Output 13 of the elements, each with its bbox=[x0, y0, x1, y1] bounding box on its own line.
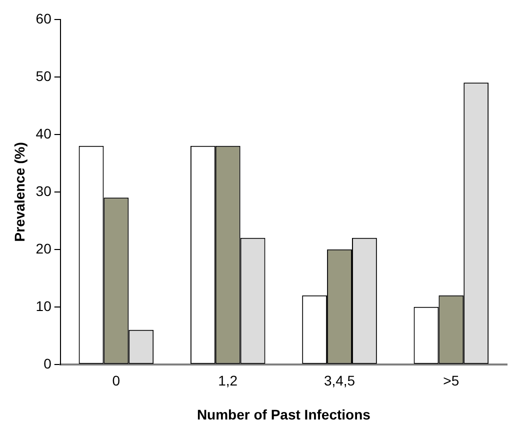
y-tick-label: 0 bbox=[44, 355, 52, 372]
y-tick-label: 10 bbox=[36, 298, 52, 314]
y-tick-label: 40 bbox=[36, 125, 52, 142]
x-tick-label: 0 bbox=[112, 372, 120, 389]
x-tick-label: 3,4,5 bbox=[324, 372, 356, 389]
x-tick-label: 1,2 bbox=[218, 372, 238, 389]
y-axis-title: Prevalence (%) bbox=[11, 142, 28, 242]
y-tick-label: 30 bbox=[36, 182, 52, 199]
y-tick-label: 20 bbox=[36, 240, 52, 256]
x-axis-title: Number of Past Infections bbox=[196, 406, 371, 422]
y-tick-label: 60 bbox=[36, 10, 52, 26]
y-tick-label: 50 bbox=[36, 68, 52, 84]
x-tick-label: >5 bbox=[443, 372, 460, 389]
